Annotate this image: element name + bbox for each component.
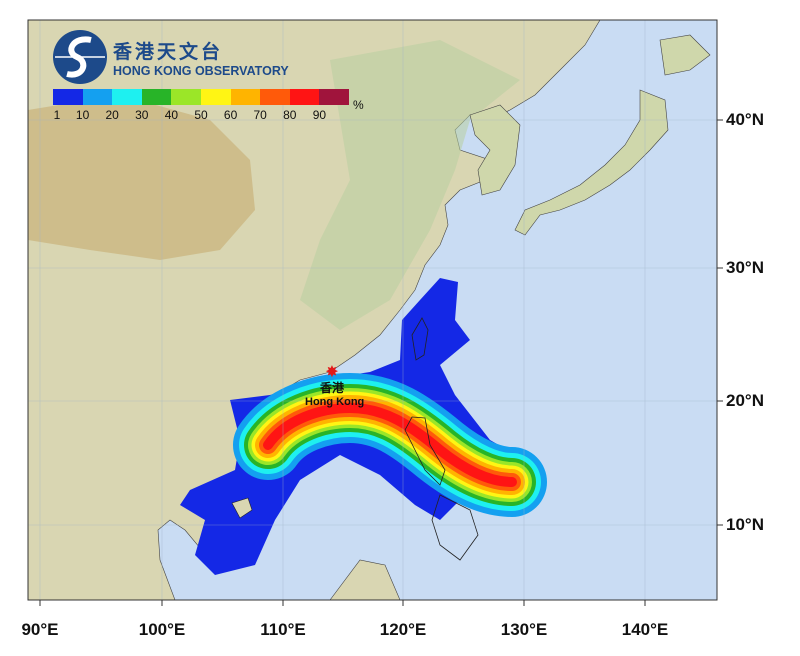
land-japan bbox=[514, 89, 669, 236]
land-hainan bbox=[231, 497, 253, 519]
land-taiwan bbox=[411, 317, 429, 361]
legend-swatch bbox=[171, 89, 201, 105]
lon-label: 100°E bbox=[138, 620, 186, 639]
legend-swatch bbox=[82, 89, 113, 105]
graticule bbox=[28, 20, 717, 600]
legend-swatch bbox=[319, 89, 349, 105]
legend-tick: 60 bbox=[223, 108, 238, 122]
lon-label: 120°E bbox=[379, 620, 427, 639]
legend-unit: % bbox=[353, 98, 364, 112]
legend-swatch bbox=[141, 89, 172, 105]
land-korea bbox=[469, 104, 521, 196]
land-lowland bbox=[300, 40, 520, 330]
lon-label: 140°E bbox=[621, 620, 669, 639]
legend-tick: 80 bbox=[283, 108, 297, 122]
legend-tick: 70 bbox=[253, 108, 267, 122]
legend-swatch bbox=[200, 89, 231, 105]
lat-label: 20°N bbox=[726, 391, 764, 410]
hong-kong-label-cn: 香港 bbox=[320, 381, 345, 395]
hong-kong-label-en: Hong Kong bbox=[305, 396, 365, 408]
logo-name-cn: 香港天文台 bbox=[113, 40, 224, 63]
map-frame bbox=[27, 19, 718, 601]
red-star-icon: ✸ bbox=[325, 364, 338, 381]
legend-tick: 1 bbox=[53, 108, 61, 122]
land-plateau bbox=[28, 95, 255, 260]
probability-legend bbox=[53, 89, 349, 105]
legend-swatch bbox=[53, 89, 83, 105]
legend-swatch bbox=[289, 89, 320, 105]
lon-label: 90°E bbox=[21, 620, 59, 639]
legend-tick: 10 bbox=[75, 108, 90, 122]
land-hokkaido bbox=[659, 34, 711, 76]
lat-label: 10°N bbox=[726, 515, 764, 534]
lat-label: 40°N bbox=[726, 110, 764, 129]
lat-label: 30°N bbox=[726, 258, 764, 277]
legend-tick: 30 bbox=[135, 108, 149, 122]
axis-ticks bbox=[39, 119, 723, 606]
hko-logo: 香港天文台 HONG KONG OBSERVATORY bbox=[51, 28, 289, 86]
legend-tick: 90 bbox=[312, 108, 327, 122]
legend-tick: 50 bbox=[194, 108, 208, 122]
hko-emblem-icon bbox=[53, 30, 107, 84]
lon-label: 110°E bbox=[260, 620, 306, 639]
legend-swatch bbox=[230, 89, 261, 105]
land-philippines bbox=[404, 416, 479, 561]
land-borneo bbox=[329, 559, 401, 600]
legend-tick: 20 bbox=[105, 108, 119, 122]
legend-swatch bbox=[260, 89, 290, 105]
legend-swatch bbox=[112, 89, 142, 105]
logo-name-en: HONG KONG OBSERVATORY bbox=[113, 63, 289, 78]
probability-band-9 bbox=[263, 403, 517, 487]
legend-tick: 40 bbox=[164, 108, 179, 122]
lon-label: 130°E bbox=[500, 620, 548, 639]
